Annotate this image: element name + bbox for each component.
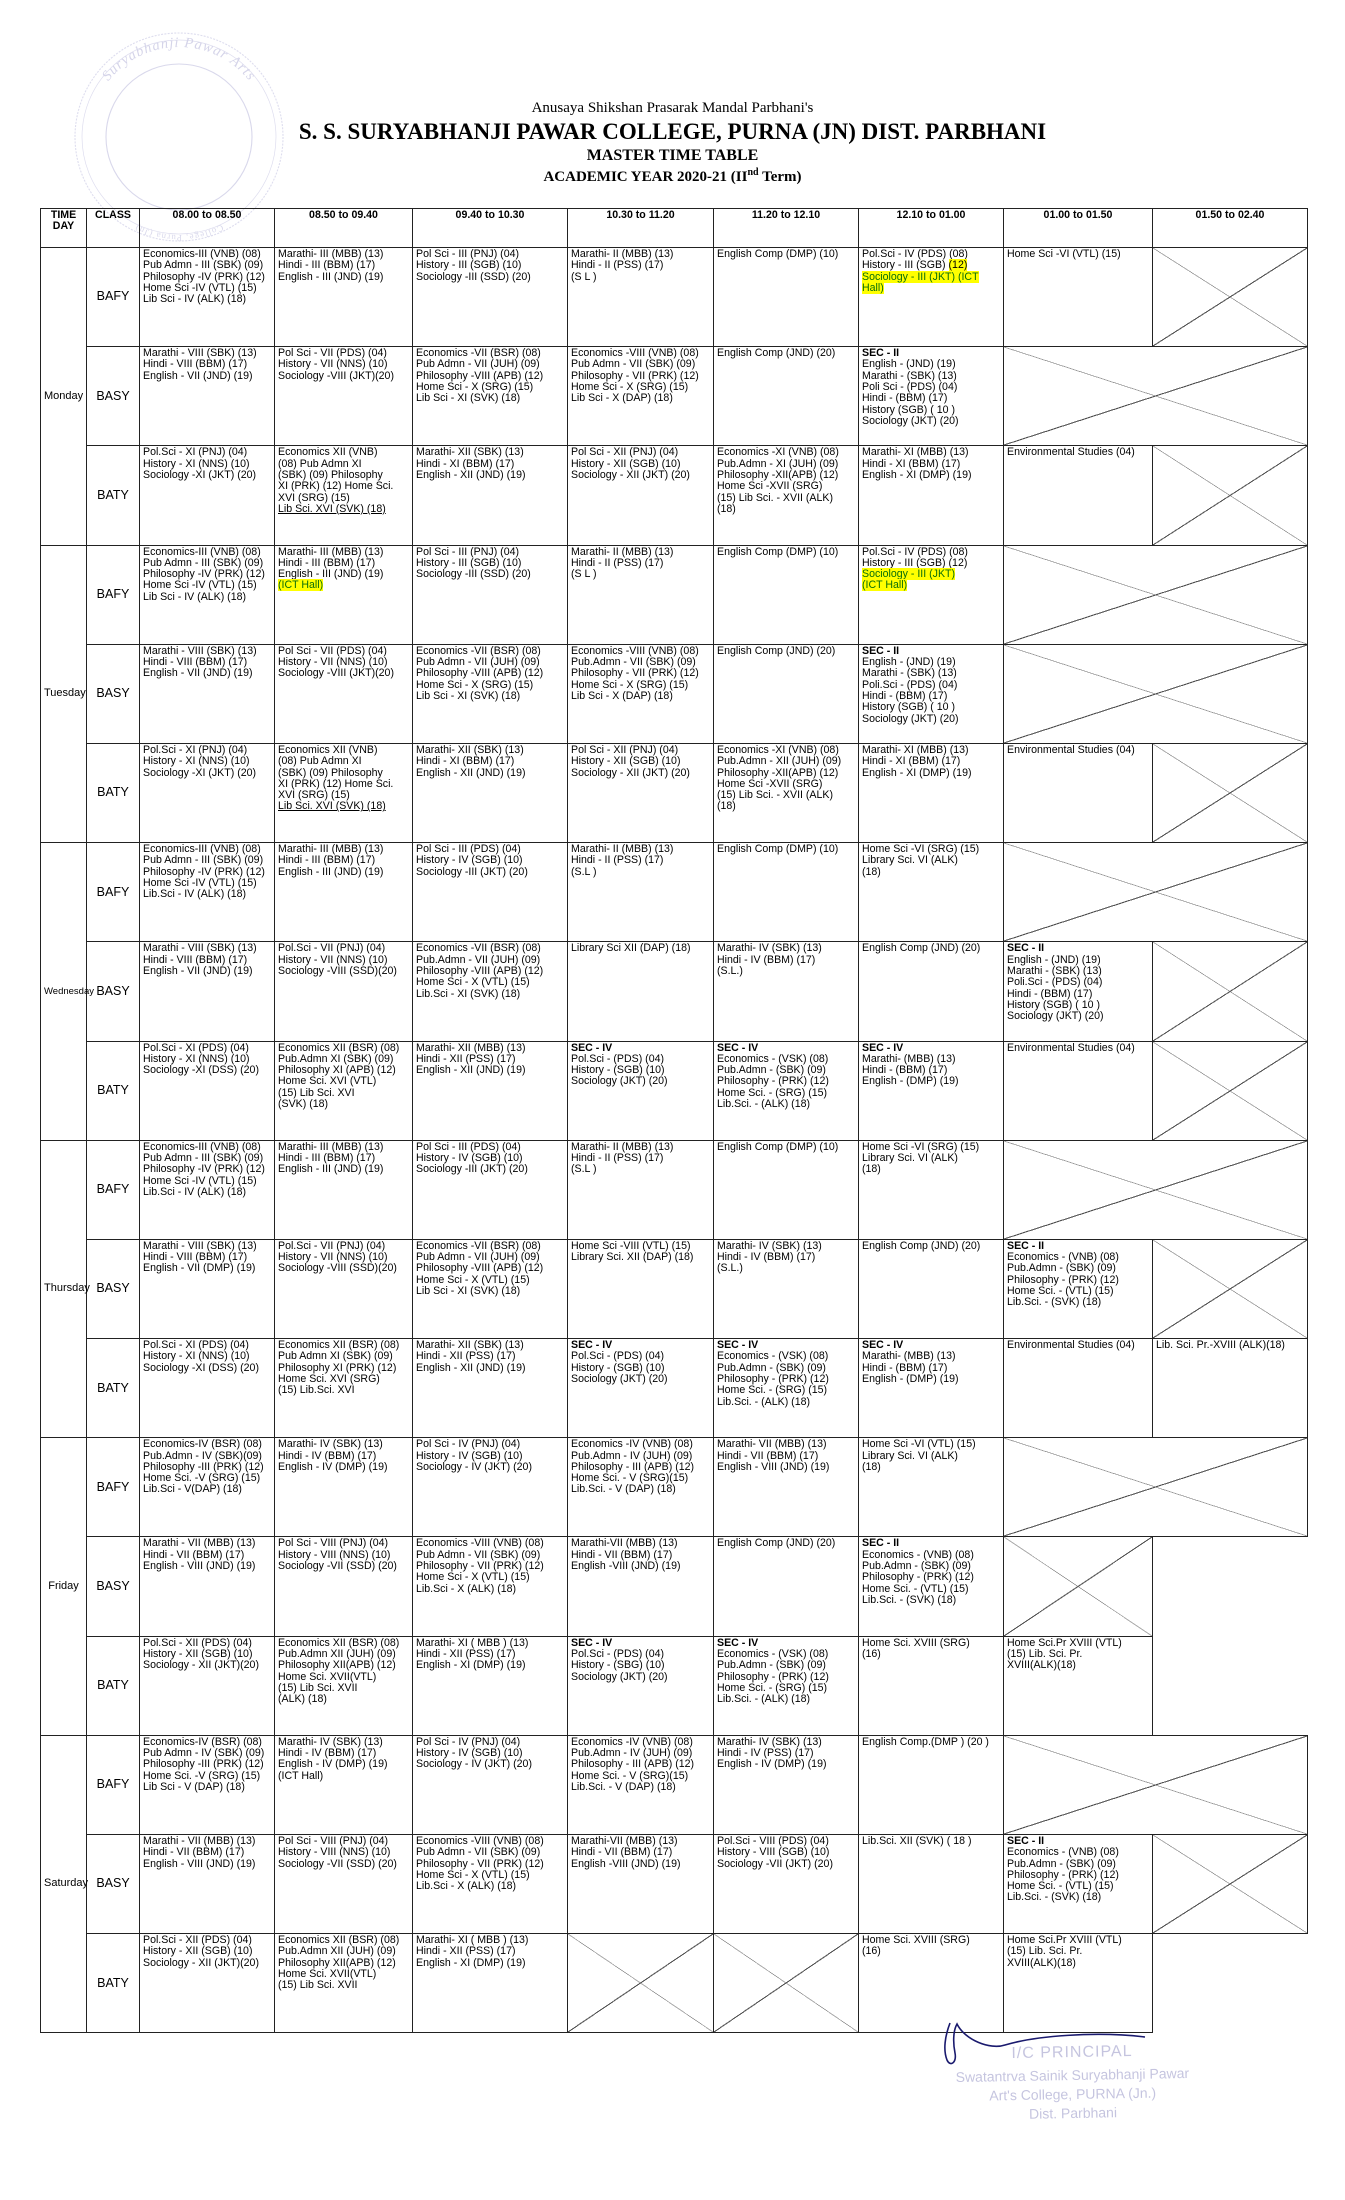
svg-text:Suryabhanji Pawar Arts: Suryabhanji Pawar Arts <box>99 35 259 84</box>
